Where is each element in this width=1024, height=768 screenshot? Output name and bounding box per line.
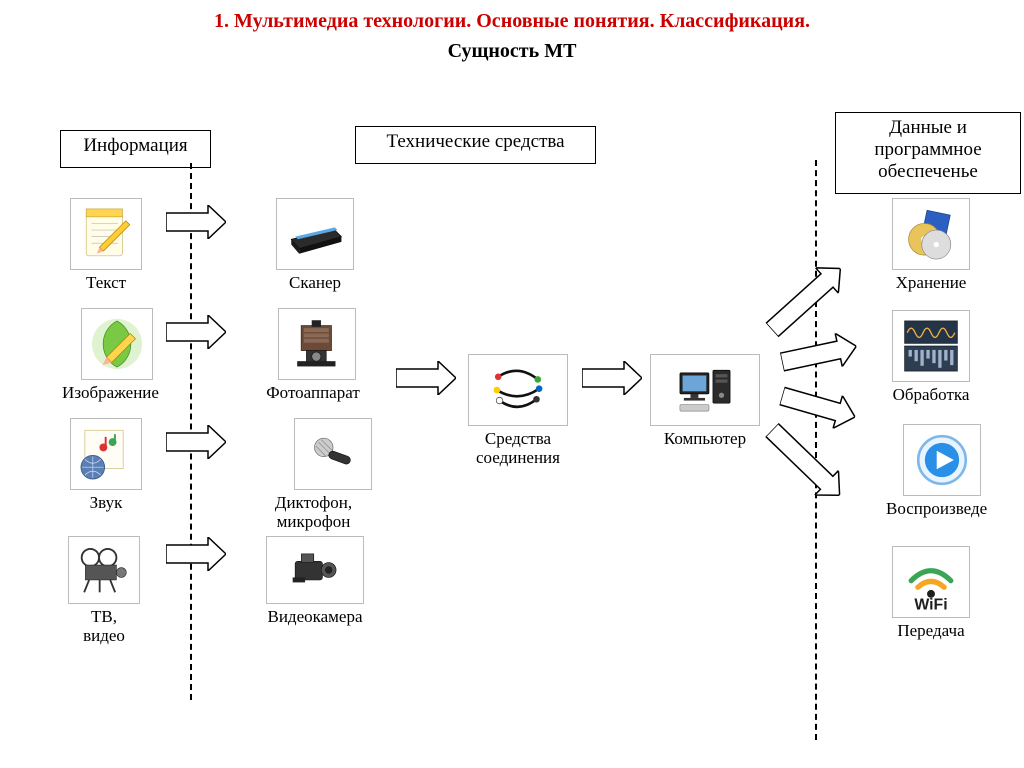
arrow-text-to-scanner (166, 205, 226, 239)
column-header-data: Данные ипрограммноеобеспеченье (835, 112, 1021, 194)
item-process: Обработка (892, 310, 970, 405)
process-label: Обработка (892, 386, 970, 405)
transfer-label: Передача (892, 622, 970, 641)
item-tv: ТВ, видео (68, 536, 140, 645)
item-cables: Средствасоединения (468, 354, 568, 467)
vidcam-label: Видеокамера (266, 608, 364, 627)
arrow-tv-to-vidcam (166, 537, 226, 571)
item-scanner: Сканер (276, 198, 354, 293)
page-subtitle: Сущность МТ (0, 40, 1024, 63)
svg-text:WiFi: WiFi (914, 597, 947, 614)
tv-icon-box (68, 536, 140, 604)
column-header-info: Информация (60, 130, 211, 168)
process-icon-box (892, 310, 970, 382)
transfer-icon-box: WiFi (892, 546, 970, 618)
image-label: Изображение (62, 384, 159, 403)
tv-label: ТВ, видео (68, 608, 140, 645)
computer-label: Компьютер (650, 430, 760, 449)
item-mic: Диктофон, микрофон (236, 418, 391, 531)
arrow-computer-to-storage (761, 256, 852, 343)
item-image: Изображение (62, 308, 159, 403)
item-camera: Фотоаппарат (266, 308, 360, 403)
item-computer: Компьютер (650, 354, 760, 449)
item-storage: Хранение (892, 198, 970, 293)
pencil-leaf-icon (84, 311, 150, 377)
arrow-computer-to-transfer (760, 418, 851, 508)
scanner-icon (279, 201, 351, 267)
video-camera-icon (269, 539, 361, 601)
camera-icon-box (278, 308, 356, 380)
mic-label: Диктофон, микрофон (236, 494, 391, 531)
notepad-icon (73, 201, 139, 267)
scanner-icon-box (276, 198, 354, 270)
play-icon (906, 427, 978, 493)
storage-label: Хранение (892, 274, 970, 293)
projector-icon (71, 539, 137, 601)
scanner-label: Сканер (276, 274, 354, 293)
text-icon-box (70, 198, 142, 270)
item-transfer: WiFi Передача (892, 546, 970, 641)
column-header-tech: Технические средства (355, 126, 596, 164)
sound-icon-box (70, 418, 142, 490)
playback-label: Воспроизведе (886, 500, 987, 519)
computer-icon-box (650, 354, 760, 426)
playback-icon-box (903, 424, 981, 496)
microphone-icon (297, 421, 369, 487)
cables-icon (471, 357, 565, 423)
arrow-image-to-camera (166, 315, 226, 349)
item-sound: Звук (70, 418, 142, 513)
image-icon-box (81, 308, 153, 380)
vidcam-icon-box (266, 536, 364, 604)
storage-icon-box (892, 198, 970, 270)
cables-label: Средствасоединения (468, 430, 568, 467)
photo-camera-icon (281, 311, 353, 377)
arrow-camera-to-cables (396, 361, 456, 395)
arrow-cables-to-computer (582, 361, 642, 395)
arrow-computer-to-process (778, 330, 859, 379)
item-vidcam: Видеокамера (266, 536, 364, 627)
sound-label: Звук (70, 494, 142, 513)
camera-label: Фотоаппарат (266, 384, 360, 403)
computer-icon (653, 357, 757, 423)
cables-icon-box (468, 354, 568, 426)
item-playback: Воспроизведе (886, 424, 987, 519)
mic-icon-box (294, 418, 372, 490)
page-title: 1. Мультимедиа технологии. Основные поня… (0, 10, 1024, 33)
audio-editor-icon (895, 313, 967, 379)
item-text: Текст (70, 198, 142, 293)
arrow-sound-to-mic (166, 425, 226, 459)
text-label: Текст (70, 274, 142, 293)
music-globe-icon (73, 421, 139, 487)
wifi-icon: WiFi (895, 549, 967, 615)
disks-icon (895, 201, 967, 267)
